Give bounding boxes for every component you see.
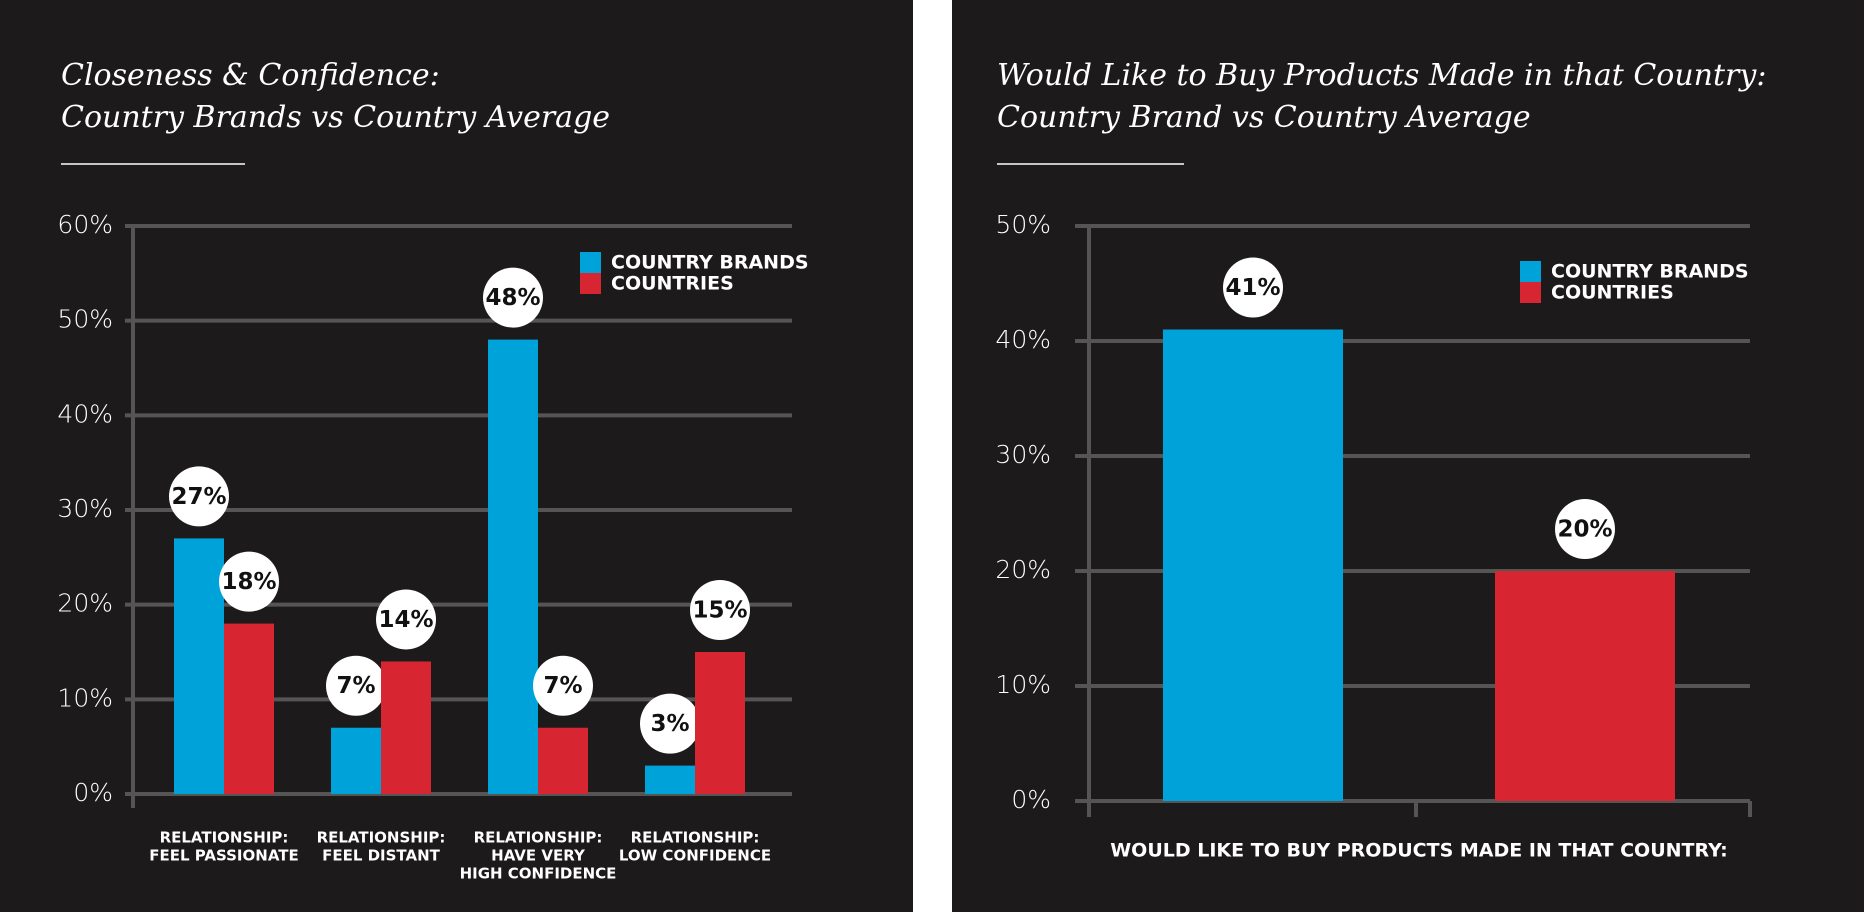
x-tick-label: FEEL DISTANT <box>322 847 441 865</box>
x-tick-label: WOULD LIKE TO BUY PRODUCTS MADE IN THAT … <box>1110 840 1728 862</box>
value-label: 18% <box>221 569 276 595</box>
legend-label: COUNTRY BRANDS <box>611 252 809 274</box>
y-tick-label: 50% <box>57 305 113 334</box>
value-label: 3% <box>650 711 689 737</box>
bar <box>331 727 381 794</box>
legend-swatch <box>580 252 601 273</box>
value-label: 20% <box>1557 517 1612 543</box>
bar <box>1163 329 1343 801</box>
bar <box>645 765 695 794</box>
value-label: 27% <box>171 484 226 510</box>
label-bubble <box>1223 257 1283 318</box>
label-bubble <box>169 466 229 527</box>
x-tick-label: FEEL PASSIONATE <box>149 847 299 865</box>
y-tick-label: 20% <box>57 589 113 618</box>
bar <box>224 623 274 794</box>
bar <box>174 538 224 794</box>
bar <box>488 339 538 794</box>
chart-title: Country Brand vs Country Average <box>997 100 1531 135</box>
y-tick-label: 60% <box>57 210 113 239</box>
y-tick-label: 40% <box>995 325 1051 354</box>
bar <box>1495 571 1675 801</box>
x-tick-label: RELATIONSHIP: <box>160 829 289 847</box>
x-tick-label: RELATIONSHIP: <box>317 829 446 847</box>
y-tick-label: 0% <box>73 778 113 807</box>
bar <box>381 661 431 794</box>
label-bubble <box>376 589 436 650</box>
chart-title: Closeness & Confidence: <box>61 58 440 93</box>
chart-title: Country Brands vs Country Average <box>61 100 610 135</box>
value-label: 7% <box>543 673 582 699</box>
y-tick-label: 40% <box>57 399 113 428</box>
label-bubble <box>690 580 750 640</box>
value-label: 14% <box>378 607 433 633</box>
label-bubble <box>1555 499 1615 559</box>
y-tick-label: 20% <box>995 555 1051 584</box>
value-label: 48% <box>485 285 540 311</box>
y-tick-label: 10% <box>57 683 113 712</box>
panel <box>0 0 913 912</box>
label-bubble <box>640 693 700 754</box>
value-label: 41% <box>1225 275 1280 301</box>
label-bubble <box>533 655 593 716</box>
y-tick-label: 30% <box>57 494 113 523</box>
value-label: 7% <box>336 673 375 699</box>
label-bubble <box>219 551 279 612</box>
y-tick-label: 50% <box>995 210 1051 239</box>
y-tick-label: 10% <box>995 670 1051 699</box>
x-tick-label: HAVE VERY <box>491 847 586 865</box>
bar <box>695 652 745 794</box>
y-tick-label: 30% <box>995 440 1051 469</box>
legend-label: COUNTRIES <box>1551 282 1674 304</box>
legend-label: COUNTRIES <box>611 273 734 295</box>
x-tick-label: LOW CONFIDENCE <box>619 847 771 865</box>
legend-swatch <box>1520 282 1541 303</box>
x-tick-label: RELATIONSHIP: <box>631 829 760 847</box>
label-bubble <box>326 655 386 716</box>
legend-swatch <box>580 273 601 294</box>
legend-swatch <box>1520 261 1541 282</box>
chart-title: Would Like to Buy Products Made in that … <box>997 58 1766 93</box>
value-label: 15% <box>692 598 747 624</box>
x-tick-label: HIGH CONFIDENCE <box>460 865 617 883</box>
label-bubble <box>483 267 543 328</box>
y-tick-label: 0% <box>1011 785 1051 814</box>
bar <box>538 727 588 794</box>
x-tick-label: RELATIONSHIP: <box>474 829 603 847</box>
legend-label: COUNTRY BRANDS <box>1551 261 1749 283</box>
